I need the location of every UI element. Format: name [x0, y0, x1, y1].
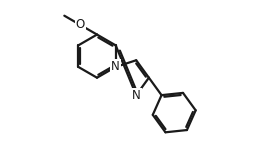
Text: N: N [132, 89, 141, 102]
Text: N: N [111, 60, 120, 73]
Text: O: O [76, 18, 85, 31]
